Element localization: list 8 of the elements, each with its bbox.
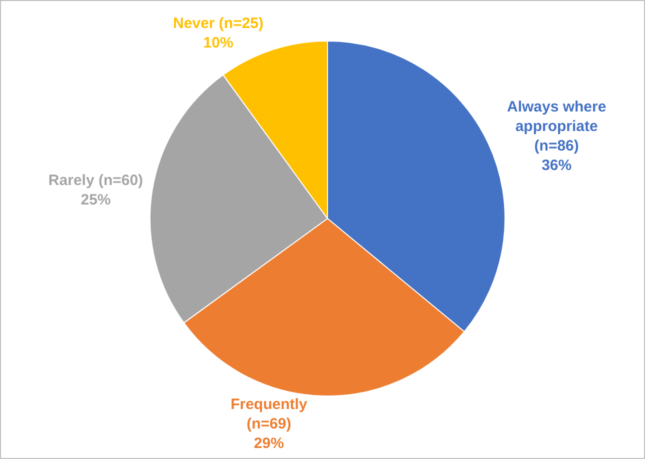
data-label: 36%: [542, 156, 572, 174]
slice-label: Frequently (n=69): [230, 396, 308, 432]
slice-label: Rarely (n=60): [48, 172, 144, 190]
data-label: 25%: [80, 192, 111, 209]
slice-label: Never (n=25): [173, 14, 264, 32]
slice-label: Always where appropriate (n=86): [506, 98, 606, 154]
data-label: 10%: [203, 34, 234, 52]
data-label: 29%: [254, 434, 284, 452]
